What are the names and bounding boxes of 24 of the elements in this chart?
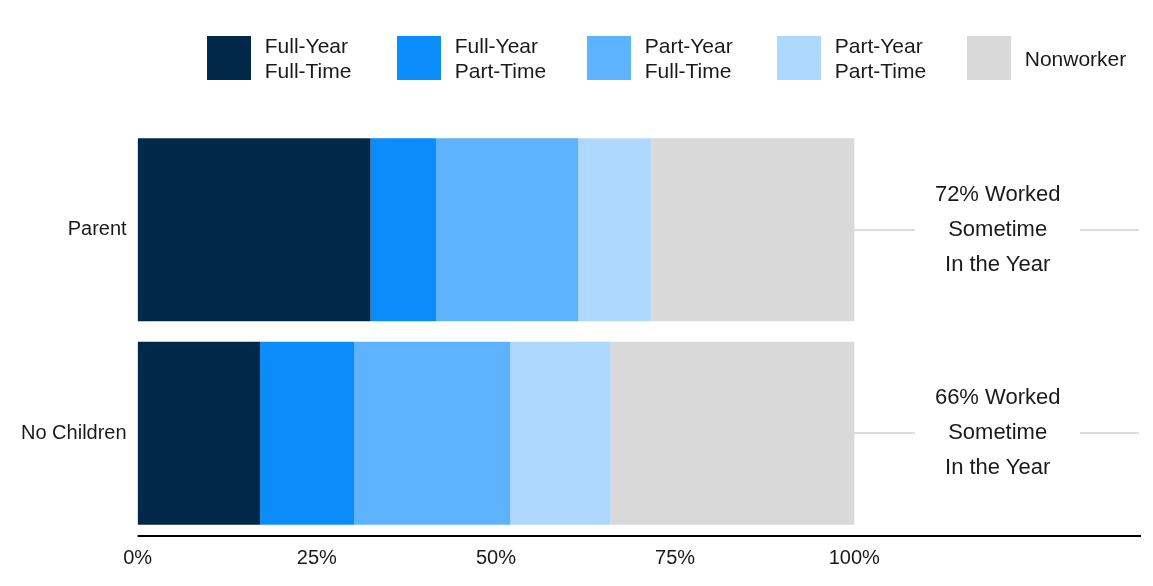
annotation: 66% Worked Sometime In the Year — [934, 384, 1061, 480]
bar — [137, 138, 371, 322]
bar — [370, 138, 437, 322]
bar — [137, 341, 261, 525]
x-tick-label: 100% — [828, 545, 881, 568]
bar — [651, 138, 855, 322]
x-tick-label: 25% — [296, 545, 338, 568]
legend-label: Part-Year Full-Time — [644, 33, 734, 83]
annotation: 72% Worked Sometime In the Year — [934, 180, 1061, 276]
legend-label: Part-Year Part-Time — [834, 33, 928, 83]
legend-label: Full-Year Part-Time — [454, 33, 548, 83]
bar — [578, 138, 652, 322]
x-tick-label: 75% — [655, 545, 696, 568]
bar — [260, 341, 355, 525]
legend-label: Full-Year Full-Time — [264, 33, 353, 83]
bar — [354, 341, 511, 525]
bar — [510, 341, 611, 525]
bar — [610, 341, 855, 525]
legend-label: Nonworker — [1024, 45, 1127, 71]
bar — [436, 138, 579, 322]
x-tick-label: 50% — [475, 545, 517, 568]
x-tick-label: 0% — [123, 545, 153, 568]
y-tick-label: No Children — [21, 420, 127, 443]
y-tick-label: Parent — [67, 217, 128, 240]
